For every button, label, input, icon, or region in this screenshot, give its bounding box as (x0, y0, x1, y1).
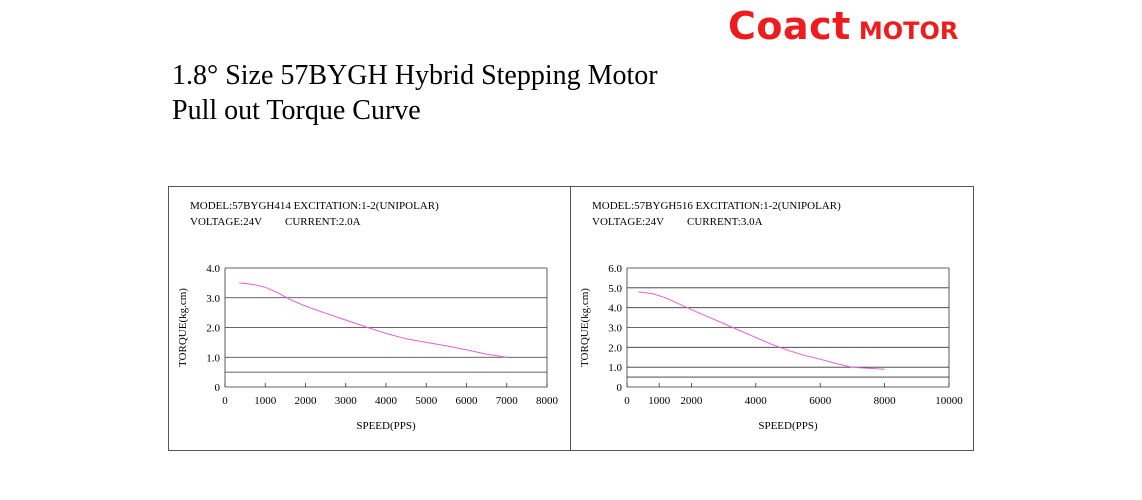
chart-info-model: MODEL:57BYGH414 EXCITATION:1-2(UNIPOLAR) (190, 200, 439, 212)
x-tick-label: 10000 (935, 395, 963, 407)
y-tick-label: 4.0 (608, 303, 622, 315)
x-tick-label: 1000 (648, 395, 671, 407)
page-title: 1.8° Size 57BYGH Hybrid Stepping Motor (172, 60, 658, 91)
chart-info-current: CURRENT:2.0A (285, 216, 361, 228)
brand-name: Coact (728, 4, 851, 48)
y-tick-label: 2.0 (608, 342, 622, 354)
x-tick-label: 0 (624, 395, 630, 407)
y-tick-label: 5.0 (608, 283, 622, 295)
x-tick-label: 2000 (295, 395, 318, 407)
x-tick-label: 6000 (809, 395, 832, 407)
torque-curve-line (239, 282, 507, 358)
y-tick-label: 1.0 (608, 362, 622, 374)
chart-info-model: MODEL:57BYGH516 EXCITATION:1-2(UNIPOLAR) (592, 200, 841, 212)
torque-curve-line (638, 291, 885, 370)
page-subtitle: Pull out Torque Curve (172, 95, 421, 126)
x-axis-label: SPEED(PPS) (758, 420, 818, 432)
x-tick-label: 7000 (496, 395, 519, 407)
torque-chart-right: MODEL:57BYGH516 EXCITATION:1-2(UNIPOLAR)… (579, 200, 963, 432)
x-tick-label: 3000 (335, 395, 358, 407)
x-tick-label: 4000 (745, 395, 768, 407)
y-axis-label: TORQUE(kg.cm) (177, 288, 189, 367)
y-tick-label: 6.0 (608, 263, 622, 275)
x-tick-label: 8000 (536, 395, 559, 407)
y-tick-label: 3.0 (608, 323, 622, 335)
chart-info-current: CURRENT:3.0A (687, 216, 763, 228)
y-axis-label: TORQUE(kg.cm) (579, 288, 591, 367)
brand-logo: Coact MOTOR (728, 4, 958, 48)
y-tick-label: 0 (215, 382, 221, 394)
chart-panel-right: MODEL:57BYGH516 EXCITATION:1-2(UNIPOLAR)… (570, 186, 974, 451)
y-tick-label: 1.0 (206, 352, 220, 364)
chart-info-voltage: VOLTAGE:24V (190, 216, 262, 228)
chart-info-voltage: VOLTAGE:24V (592, 216, 664, 228)
y-tick-label: 3.0 (206, 293, 220, 305)
brand-suffix: MOTOR (858, 17, 959, 45)
y-tick-label: 0 (617, 382, 623, 394)
x-tick-label: 8000 (874, 395, 897, 407)
y-tick-label: 4.0 (206, 263, 220, 275)
x-tick-label: 2000 (680, 395, 703, 407)
x-tick-label: 6000 (456, 395, 479, 407)
x-tick-label: 0 (222, 395, 228, 407)
chart-panel-left: MODEL:57BYGH414 EXCITATION:1-2(UNIPOLAR)… (168, 186, 571, 451)
x-tick-label: 1000 (254, 395, 277, 407)
y-tick-label: 2.0 (206, 323, 220, 335)
torque-chart-left: MODEL:57BYGH414 EXCITATION:1-2(UNIPOLAR)… (177, 200, 559, 432)
x-tick-label: 5000 (415, 395, 438, 407)
x-tick-label: 4000 (375, 395, 398, 407)
x-axis-label: SPEED(PPS) (356, 420, 416, 432)
